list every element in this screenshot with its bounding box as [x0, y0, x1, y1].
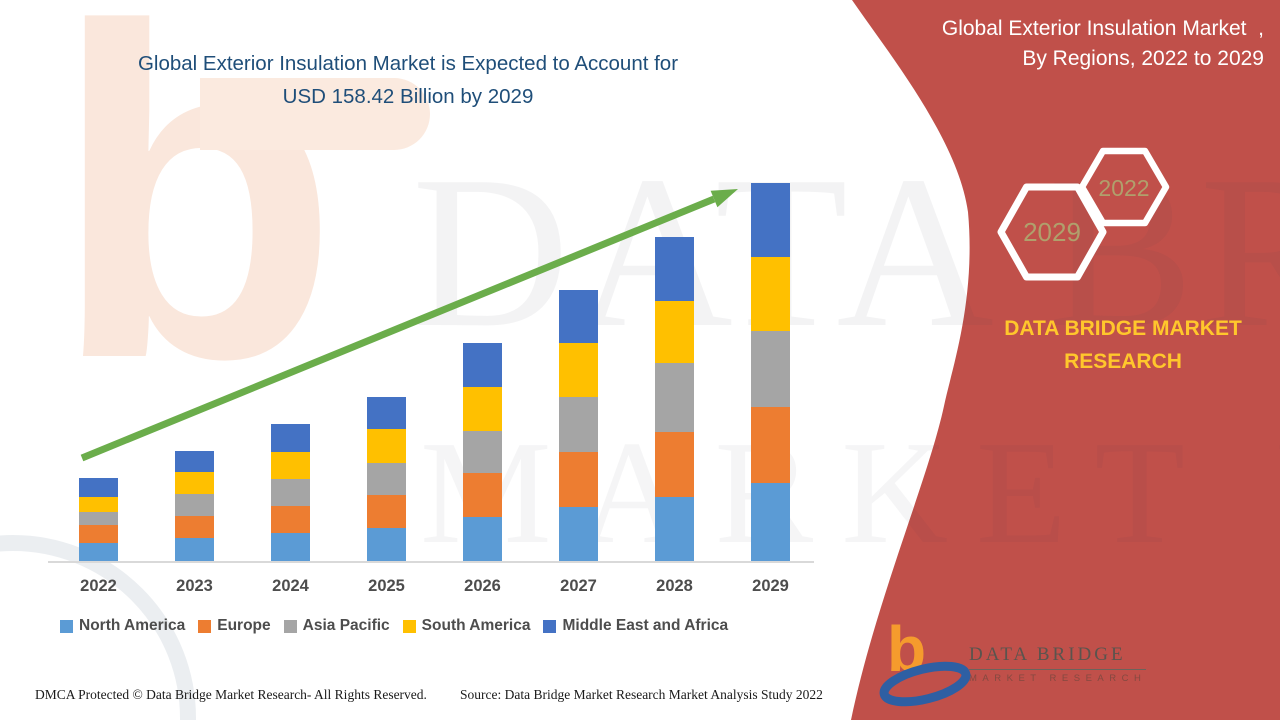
bar-segment-2027-north-america	[559, 506, 598, 561]
bar-segment-2025-europe	[367, 494, 406, 528]
legend-item-asia-pacific: Asia Pacific	[283, 617, 390, 635]
bar-segment-2029-europe	[751, 406, 790, 483]
legend-swatch-icon	[402, 619, 416, 633]
legend-label: South America	[421, 617, 531, 634]
legend-item-europe: Europe	[198, 617, 271, 635]
x-tick-2025: 2025	[368, 577, 405, 595]
source-note: Source: Data Bridge Market Research Mark…	[460, 687, 823, 702]
legend-item-south-america: South America	[402, 617, 531, 635]
bar-segment-2027-europe	[559, 451, 598, 507]
bar-segment-2025-north-america	[367, 527, 406, 561]
dmca-notice: DMCA Protected © Data Bridge Market Rese…	[35, 687, 427, 702]
trend-arrow	[80, 189, 738, 462]
bar-segment-2028-europe	[655, 431, 694, 497]
bar-segment-2024-south-america	[271, 451, 310, 479]
bar-segment-2023-europe	[175, 515, 214, 538]
stacked-bar-chart: 2022 2023 2024 2025 2026 2027 2028 2029	[48, 183, 814, 595]
bar-segment-2022-asia-pacific	[79, 511, 118, 525]
legend-label: Asia Pacific	[302, 617, 390, 634]
bar-segment-2029-south-america	[751, 257, 790, 332]
bar-segment-2023-asia-pacific	[175, 493, 214, 516]
panel-title-line2: By Regions, 2022 to 2029	[1022, 47, 1264, 70]
chart-title-line1: Global Exterior Insulation Market is Exp…	[137, 52, 679, 75]
bar-segment-2025-south-america	[367, 428, 406, 463]
legend-swatch-icon	[543, 619, 557, 633]
bar-segment-2029-middle-east-and-africa	[751, 183, 790, 258]
x-axis-line	[48, 561, 814, 563]
company-logo: b DATA BRIDGE MARKET RESEARCH	[879, 613, 1147, 707]
bar-segment-2027-south-america	[559, 343, 598, 397]
panel-title: Global Exterior Insulation Market , By R…	[942, 14, 1264, 74]
legend-label: Europe	[217, 617, 271, 634]
x-tick-2023: 2023	[176, 577, 213, 595]
bar-segment-2023-south-america	[175, 472, 214, 494]
bar-segment-2023-middle-east-and-africa	[175, 451, 214, 472]
logo-swoosh-icon	[879, 661, 971, 707]
bar-segment-2024-middle-east-and-africa	[271, 423, 310, 452]
x-tick-2027: 2027	[560, 577, 597, 595]
company-logo-title: DATA BRIDGE	[969, 644, 1147, 670]
bar-segment-2027-middle-east-and-africa	[559, 290, 598, 344]
bar-segment-2022-middle-east-and-africa	[79, 478, 118, 497]
legend-label: Middle East and Africa	[562, 617, 729, 634]
brand-name-line1: DATA BRIDGE MARKET	[1004, 317, 1242, 340]
bar-segment-2024-europe	[271, 505, 310, 533]
bar-segment-2022-north-america	[79, 542, 118, 561]
legend-swatch-icon	[60, 619, 73, 633]
bar-segment-2023-north-america	[175, 537, 214, 561]
bar-segment-2028-north-america	[655, 496, 694, 561]
bar-segment-2024-north-america	[271, 532, 310, 561]
bar-segment-2028-middle-east-and-africa	[655, 237, 694, 302]
panel-title-line1: Global Exterior Insulation Market ,	[941, 17, 1264, 40]
bar-segment-2022-south-america	[79, 496, 118, 512]
bar-segment-2024-asia-pacific	[271, 478, 310, 506]
bar-segment-2025-middle-east-and-africa	[367, 396, 406, 429]
company-logo-text: DATA BRIDGE MARKET RESEARCH	[969, 630, 1147, 684]
chart-legend: North America Europe Asia Pacific South Ame…	[60, 617, 728, 635]
legend-label: North America	[79, 617, 186, 634]
company-logo-subtitle: MARKET RESEARCH	[969, 673, 1147, 684]
legend-item-north-america: North America	[60, 617, 185, 635]
legend-swatch-icon	[198, 619, 212, 633]
bar-segment-2028-asia-pacific	[655, 363, 694, 432]
bar-segment-2026-south-america	[463, 386, 502, 431]
company-logo-mark: b	[879, 613, 971, 707]
legend-item-middle-east-and-africa: Middle East and Africa	[543, 617, 728, 635]
bar-segment-2026-asia-pacific	[463, 430, 502, 473]
x-tick-2024: 2024	[272, 577, 309, 595]
bar-segment-2028-south-america	[655, 301, 694, 364]
bar-segment-2022-europe	[79, 524, 118, 543]
x-tick-2028: 2028	[656, 577, 693, 595]
x-tick-2029: 2029	[752, 577, 789, 595]
bar-segment-2026-middle-east-and-africa	[463, 343, 502, 387]
bar-segment-2026-north-america	[463, 516, 502, 561]
bar-segment-2029-north-america	[751, 482, 790, 561]
legend-swatch-icon	[283, 619, 297, 633]
bar-segment-2026-europe	[463, 472, 502, 517]
bar-segment-2027-asia-pacific	[559, 396, 598, 452]
x-tick-2026: 2026	[464, 577, 501, 595]
x-tick-2022: 2022	[80, 577, 117, 595]
brand-name: DATA BRIDGE MARKET RESEARCH	[978, 312, 1268, 378]
bar-segment-2029-asia-pacific	[751, 331, 790, 407]
bar-segment-2025-asia-pacific	[367, 462, 406, 495]
brand-name-line2: RESEARCH	[1064, 350, 1182, 373]
